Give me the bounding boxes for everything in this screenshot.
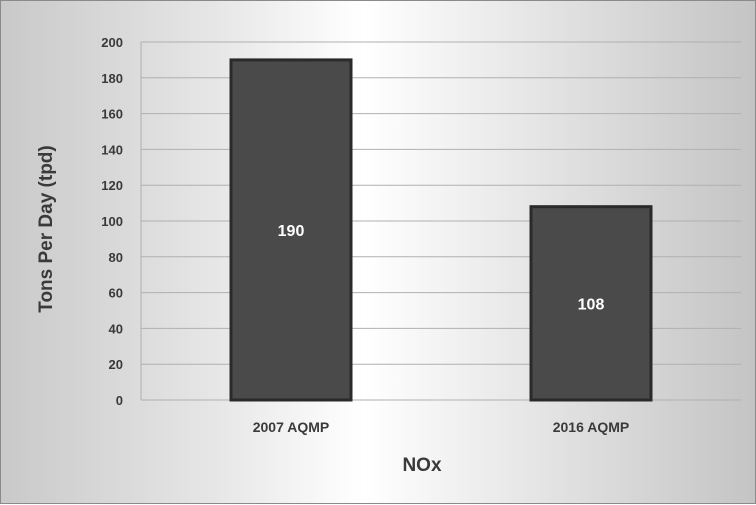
y-axis-title: Tons Per Day (tpd) — [36, 145, 57, 313]
y-tick-label: 200 — [101, 35, 123, 50]
bars — [229, 58, 653, 402]
x-category-label: 2007 AQMP — [253, 419, 330, 435]
y-tick-label: 0 — [116, 393, 123, 408]
y-tick-label: 120 — [101, 178, 123, 193]
y-tick-label: 40 — [109, 321, 123, 336]
y-tick-label: 60 — [109, 286, 123, 301]
y-tick-label: 180 — [101, 71, 123, 86]
y-tick-label: 80 — [109, 250, 123, 265]
y-tick-label: 100 — [101, 214, 123, 229]
x-category-label: 2016 AQMP — [553, 419, 630, 435]
bar — [229, 58, 353, 402]
bar — [529, 205, 653, 402]
x-axis-title: NOx — [402, 455, 442, 476]
y-axis-ticks: 0 20 40 60 80 100 120 140 160 180 200 — [101, 35, 123, 408]
bar-data-label: 108 — [578, 296, 605, 313]
y-tick-label: 160 — [101, 107, 123, 122]
y-tick-label: 140 — [101, 142, 123, 157]
x-axis-categories: 2007 AQMP 2016 AQMP — [253, 419, 630, 435]
bar-data-label: 190 — [278, 223, 305, 240]
data-labels: 190 108 — [278, 223, 605, 313]
y-tick-label: 20 — [109, 357, 123, 372]
